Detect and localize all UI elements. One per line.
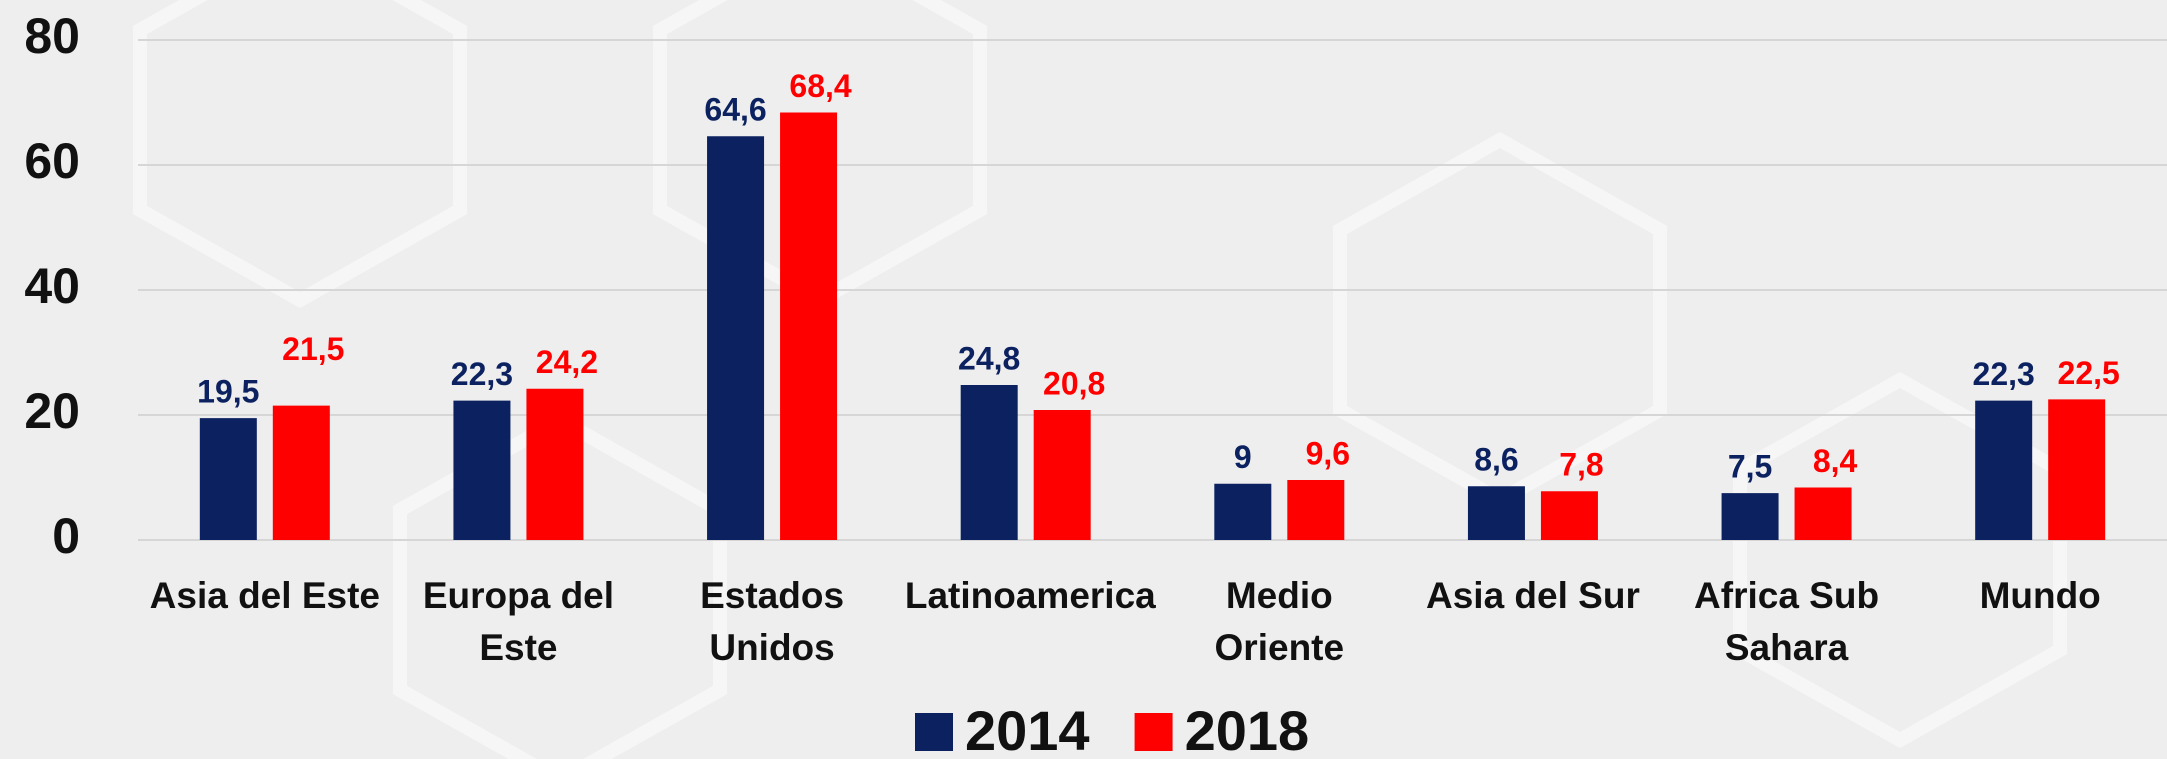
x-tick-label: Latinoamerica — [904, 575, 1156, 616]
bar — [1975, 400, 2033, 540]
value-label: 7,8 — [1559, 447, 1603, 483]
value-label: 20,8 — [1043, 365, 1105, 401]
bar — [526, 388, 584, 540]
value-label: 7,5 — [1728, 449, 1772, 485]
value-label: 8,6 — [1474, 442, 1518, 478]
value-label: 9 — [1234, 439, 1252, 475]
y-tick-label: 40 — [24, 258, 80, 314]
bar — [1540, 491, 1598, 540]
value-label: 68,4 — [789, 68, 851, 104]
x-tick-label: Asia del Este — [149, 575, 380, 616]
bar — [1721, 493, 1779, 540]
bar — [960, 385, 1018, 540]
value-label: 8,4 — [1813, 443, 1858, 479]
y-tick-label: 60 — [24, 133, 80, 189]
bar — [1794, 487, 1852, 540]
bar — [707, 136, 765, 540]
y-tick-label: 80 — [24, 8, 80, 64]
value-label: 24,2 — [536, 344, 598, 380]
value-label: 21,5 — [282, 331, 344, 367]
value-label: 22,3 — [451, 356, 513, 392]
bar — [2048, 399, 2106, 540]
bar — [1214, 483, 1272, 540]
bar — [1287, 480, 1345, 540]
legend-swatch — [915, 713, 953, 751]
x-tick-label: Estados Unidos — [700, 575, 845, 668]
value-label: 64,6 — [704, 92, 766, 128]
bar — [272, 405, 330, 540]
legend-label: 2018 — [1185, 699, 1310, 759]
x-tick-label: Medio Oriente — [1214, 575, 1345, 668]
value-label: 24,8 — [958, 340, 1020, 376]
value-label: 19,5 — [197, 374, 259, 410]
y-tick-label: 20 — [24, 383, 80, 439]
legend-swatch — [1134, 713, 1173, 751]
bar — [780, 112, 838, 540]
x-tick-label: Mundo — [1979, 575, 2101, 616]
value-label: 9,6 — [1306, 435, 1350, 471]
x-tick-label: Africa Sub Sahara — [1694, 575, 1880, 668]
bar — [1033, 410, 1091, 540]
bar — [1467, 486, 1525, 540]
value-label: 22,5 — [2058, 355, 2120, 391]
value-label: 22,3 — [1973, 356, 2035, 392]
x-tick-label: Asia del Sur — [1426, 575, 1640, 616]
bar — [453, 400, 511, 540]
y-tick-label: 0 — [52, 508, 80, 564]
x-tick-label: Europa del Este — [422, 575, 615, 668]
legend-label: 2014 — [965, 699, 1090, 759]
bar — [199, 418, 257, 540]
